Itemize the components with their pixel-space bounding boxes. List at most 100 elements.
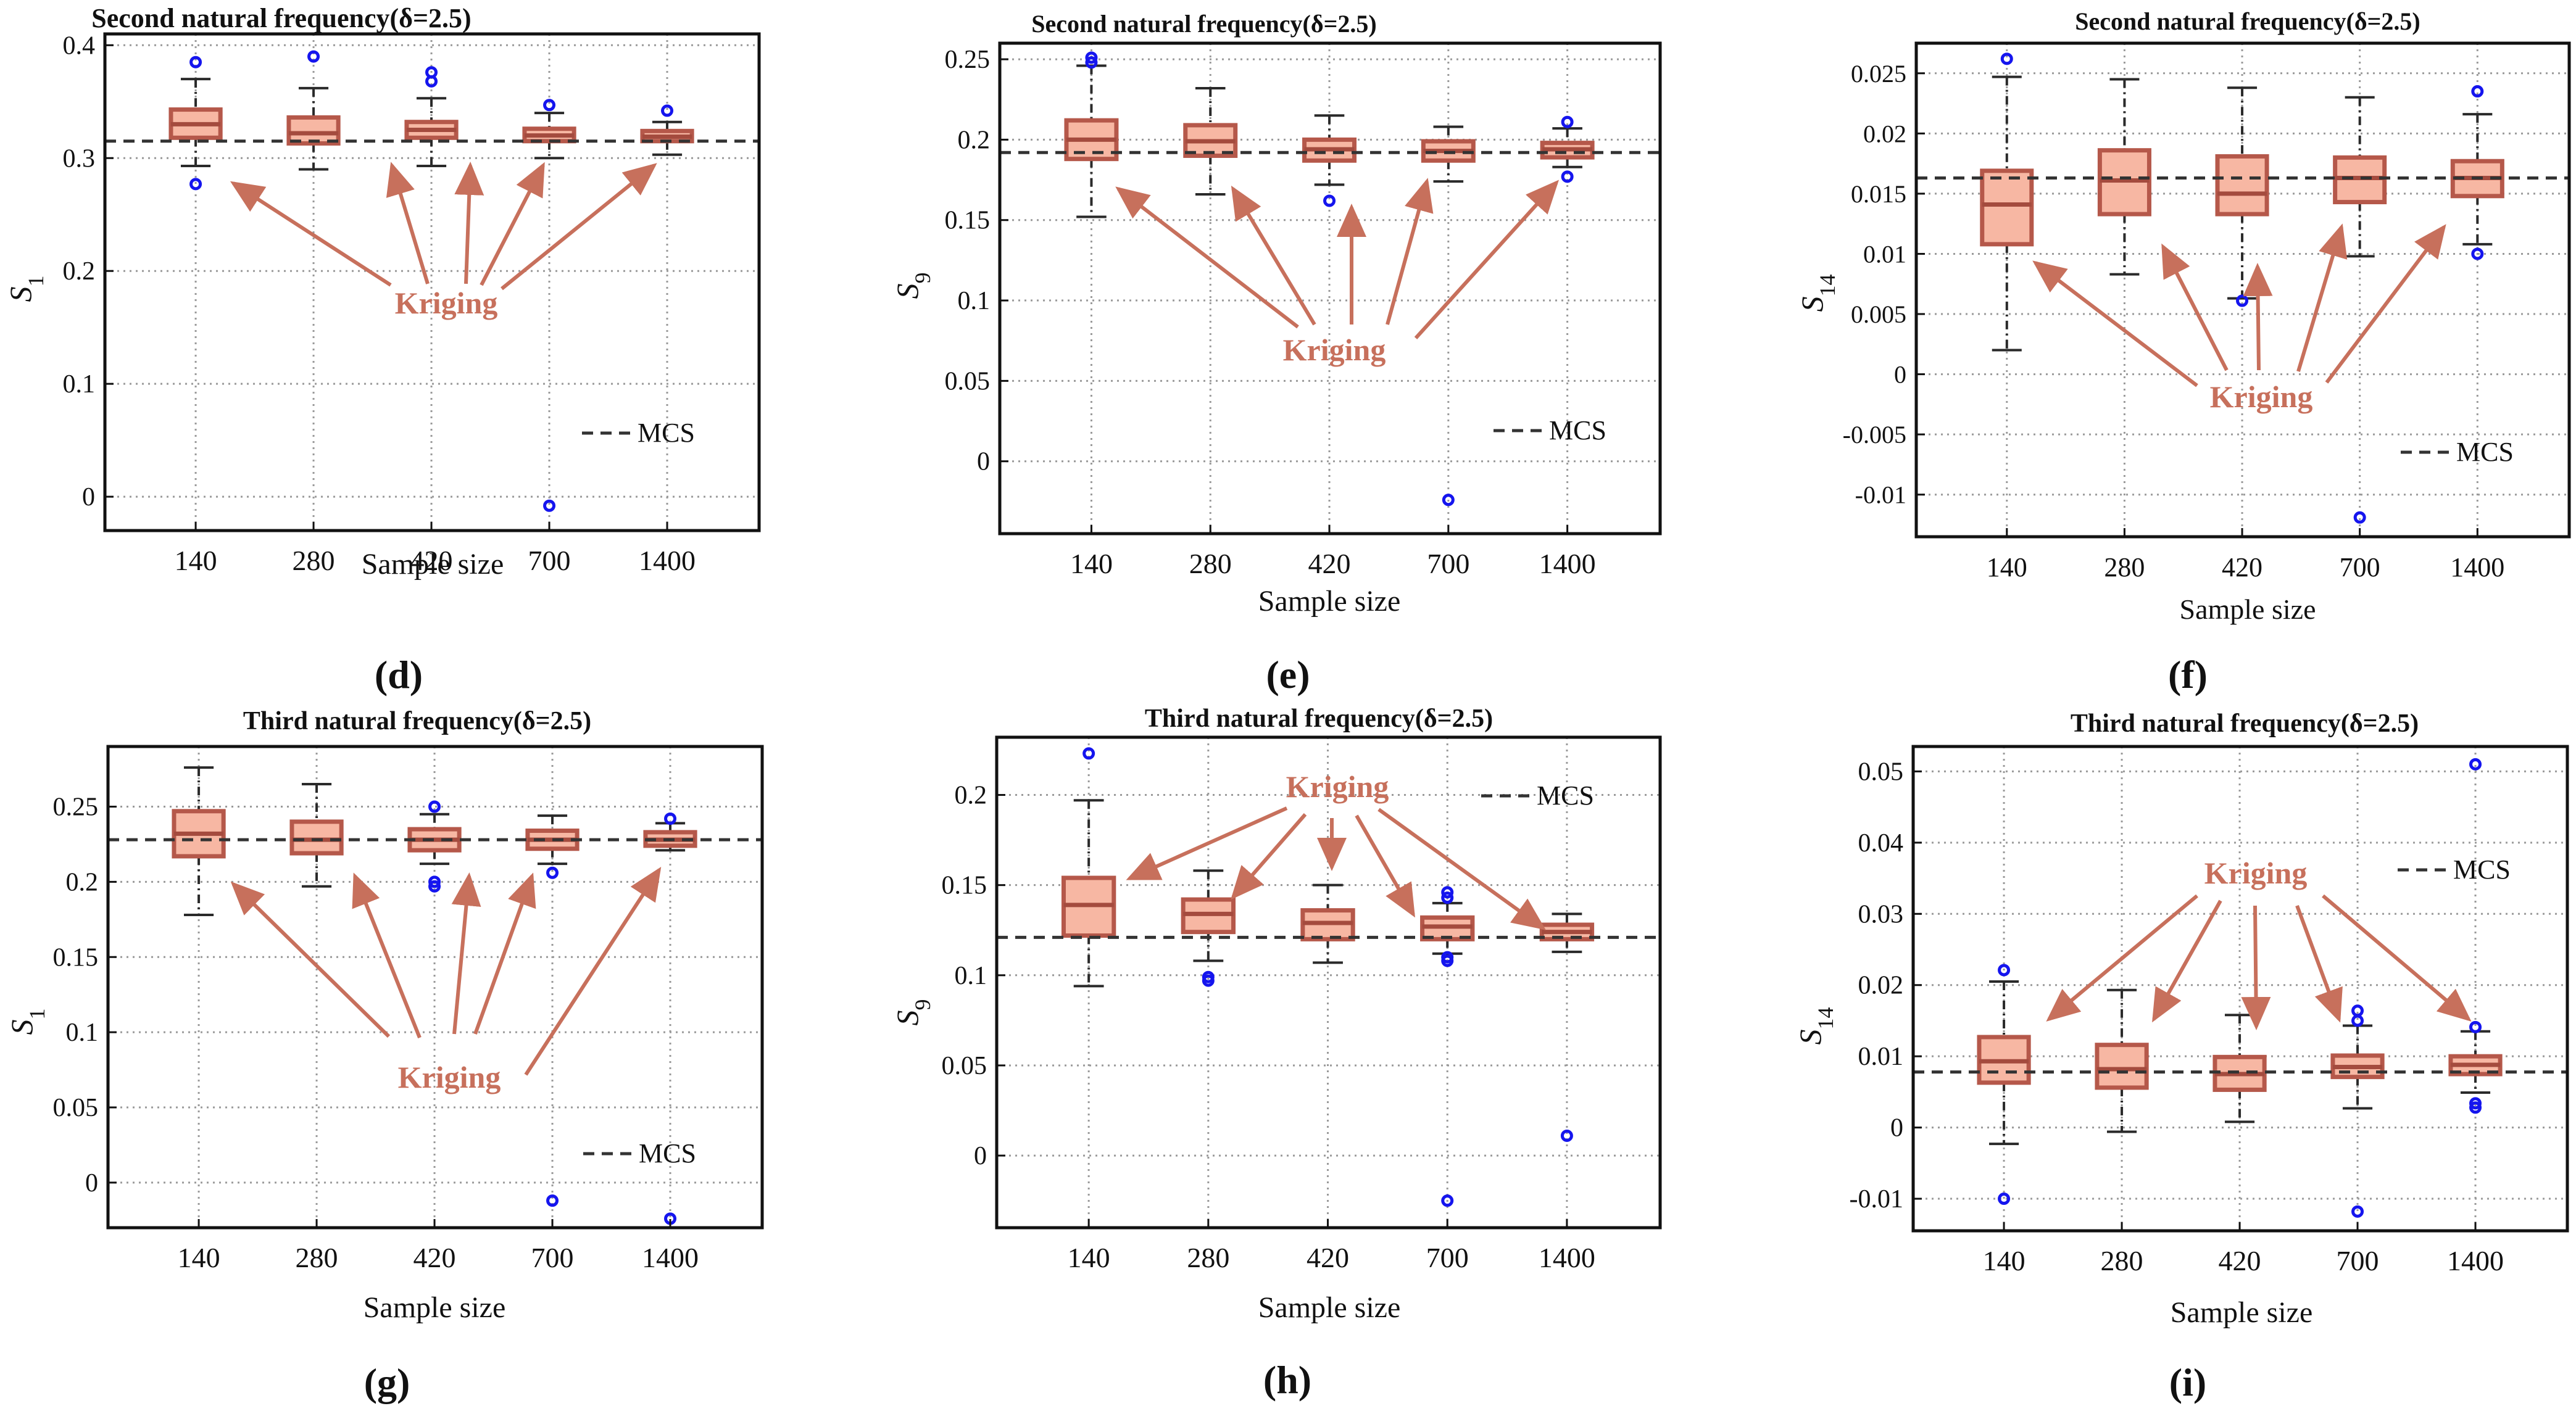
box-1400 bbox=[640, 104, 694, 156]
box-140 bbox=[1064, 51, 1119, 218]
y-axis-label: S14 bbox=[1793, 1007, 1838, 1045]
outlier-point bbox=[543, 99, 556, 112]
svg-text:S9: S9 bbox=[890, 273, 935, 299]
box-280 bbox=[2095, 988, 2149, 1133]
panel-label: (e) bbox=[1266, 653, 1310, 697]
outlier-point bbox=[2000, 52, 2013, 65]
y-axis-ticks: -0.01 -0.005 0 0.005 0.01 0.015 0.02 0.025 bbox=[1843, 60, 1925, 509]
y-tick-label: 0 bbox=[977, 448, 990, 476]
x-tick-label: 280 bbox=[2101, 1245, 2143, 1276]
legend-label: MCS bbox=[2456, 437, 2514, 467]
chart-panel-e: Second natural frequency(δ=2.5) 0 0.05 0.1… bbox=[890, 10, 1662, 697]
chart-panel-f: Second natural frequency(δ=2.5) -0.01-0.… bbox=[1795, 7, 2571, 697]
x-axis-ticks: 140 280 420 700 1400 bbox=[178, 1219, 699, 1273]
x-tick-label: 420 bbox=[410, 545, 453, 576]
box-iqr bbox=[2215, 154, 2269, 217]
outlier-point bbox=[1085, 56, 1098, 69]
x-tick-label: 700 bbox=[1427, 548, 1469, 579]
legend-label: MCS bbox=[1549, 415, 1606, 445]
y-tick-label: 0.04 bbox=[1858, 829, 1904, 858]
x-tick-label: 280 bbox=[1189, 548, 1232, 579]
outlier-point bbox=[1441, 954, 1454, 967]
gridlines bbox=[1913, 746, 2567, 1231]
annotation-label: Kriging bbox=[398, 1060, 501, 1094]
x-axis-ticks: 140 280 420 700 1400 bbox=[1983, 1222, 2504, 1276]
x-tick-label: 420 bbox=[413, 1242, 456, 1273]
x-axis-ticks: 140 280 420 700 1400 bbox=[175, 522, 696, 576]
y-axis-label: S9 bbox=[890, 999, 935, 1026]
outlier-point bbox=[428, 880, 441, 893]
y-tick-label: 0.05 bbox=[945, 367, 991, 395]
y-axis-label: S14 bbox=[1795, 275, 1840, 312]
annotation-arrow bbox=[230, 881, 391, 1038]
x-axis-ticks: 140 280 420 700 1400 bbox=[1070, 525, 1596, 579]
y-tick-label: 0.01 bbox=[1863, 240, 1906, 268]
chart-panel-i: Third natural frequency(δ=2.5) -0.01 0 0.0… bbox=[1793, 709, 2569, 1404]
annotation-arrow bbox=[1414, 180, 1560, 340]
outlier-point bbox=[2469, 1097, 2482, 1110]
x-axis-label: Sample size bbox=[2180, 593, 2316, 625]
kriging-annotation: Kriging bbox=[2032, 223, 2446, 414]
outlier-point bbox=[1441, 886, 1454, 899]
annotation-arrow bbox=[1386, 178, 1434, 325]
y-label-base: S bbox=[4, 1020, 39, 1035]
box-700 bbox=[1421, 125, 1476, 507]
x-axis-label: Sample size bbox=[2171, 1296, 2313, 1329]
outlier-point bbox=[1441, 891, 1454, 904]
chart-title: Second natural frequency(δ=2.5) bbox=[2075, 7, 2420, 35]
box-280 bbox=[286, 50, 341, 171]
y-tick-label: 0.15 bbox=[945, 207, 991, 235]
panel-label: (i) bbox=[2169, 1360, 2206, 1404]
box-140 bbox=[172, 766, 226, 916]
chart-panel-h: Third natural frequency(δ=2.5) 00.050.10… bbox=[890, 705, 1662, 1402]
plot-frame bbox=[998, 41, 1662, 536]
y-tick-label: 0 bbox=[1894, 361, 1906, 389]
annotation-arrow bbox=[501, 163, 657, 291]
y-tick-label: 0.025 bbox=[1851, 60, 1906, 88]
svg-text:S14: S14 bbox=[1793, 1007, 1838, 1045]
x-axis-ticks: 140 280 420 700 1400 bbox=[1987, 528, 2504, 582]
outlier-point bbox=[546, 866, 559, 879]
x-tick-label: 700 bbox=[1426, 1242, 1469, 1273]
y-axis-ticks: -0.01 0 0.01 0.02 0.03 0.04 0.05 bbox=[1850, 758, 1922, 1214]
y-tick-label: 0.25 bbox=[945, 46, 991, 74]
annotation-arrow bbox=[451, 872, 481, 1035]
outlier-point bbox=[1082, 747, 1095, 760]
chart-title: Third natural frequency(δ=2.5) bbox=[243, 707, 591, 735]
y-tick-label: 0 bbox=[82, 483, 95, 511]
x-tick-label: 1400 bbox=[1539, 548, 1596, 579]
box-700 bbox=[1420, 886, 1475, 1207]
y-tick-label: 0.1 bbox=[66, 1019, 99, 1047]
chart-panel-d: Second natural frequency(δ=2.5) 00.10.20… bbox=[3, 3, 761, 697]
legend: MCS bbox=[2401, 437, 2514, 467]
outlier-point bbox=[1441, 1194, 1454, 1207]
outlier-point bbox=[428, 800, 441, 813]
annotation-arrow bbox=[454, 162, 484, 284]
x-tick-label: 700 bbox=[531, 1242, 574, 1273]
annotation-arrow bbox=[2296, 223, 2348, 372]
y-tick-label: 0.15 bbox=[942, 872, 987, 900]
box-420 bbox=[1300, 883, 1355, 964]
annotation-label: Kriging bbox=[2204, 856, 2308, 890]
annotation-arrow bbox=[2243, 263, 2273, 371]
y-tick-label: 0.005 bbox=[1851, 300, 1906, 328]
outlier-point bbox=[1560, 1129, 1573, 1142]
x-tick-label: 140 bbox=[1070, 548, 1113, 579]
box-1400 bbox=[1540, 115, 1595, 183]
x-tick-label: 700 bbox=[528, 545, 571, 576]
x-tick-label: 700 bbox=[2337, 1245, 2379, 1276]
y-label-base: S bbox=[890, 1011, 924, 1026]
annotation-arrow bbox=[2161, 243, 2229, 371]
y-tick-label: 0.01 bbox=[1858, 1043, 1904, 1071]
outlier-point bbox=[2471, 247, 2484, 260]
y-tick-label: 0.25 bbox=[53, 793, 99, 822]
legend-label: MCS bbox=[1537, 780, 1594, 811]
x-axis-label: Sample size bbox=[362, 548, 504, 581]
y-tick-label: 0.05 bbox=[53, 1094, 99, 1122]
y-label-subscript: 1 bbox=[23, 276, 48, 287]
outlier-point bbox=[1085, 51, 1098, 64]
y-tick-label: 0.02 bbox=[1858, 972, 1904, 1000]
annotation-arrow bbox=[2241, 905, 2271, 1030]
y-axis-ticks: 0 0.05 0.1 0.15 0.2 0.25 bbox=[945, 46, 1008, 476]
x-tick-label: 420 bbox=[2219, 1245, 2261, 1276]
